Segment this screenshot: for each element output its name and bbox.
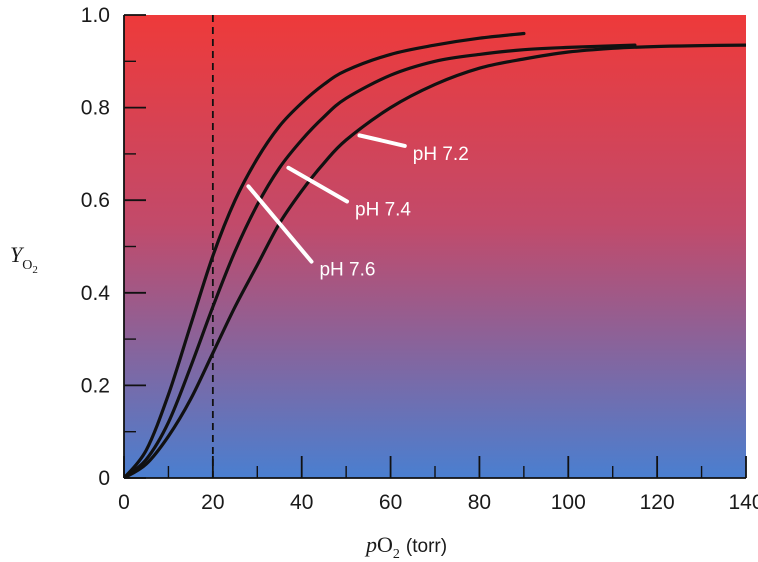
- x-axis-title-italic: p: [364, 532, 377, 557]
- curve-ph-7-4: [124, 43, 637, 478]
- curve-label-ph-7-6: pH 7.6: [319, 260, 375, 281]
- y-axis-title: YO2: [10, 242, 38, 276]
- leader-line-ph-7-2: [357, 133, 407, 148]
- curve-ph-7-6: [124, 31, 526, 478]
- x-axis-title-unit: (torr): [406, 536, 447, 557]
- curve-ph-7-2: [124, 43, 746, 478]
- leader-line-ph-7-4: [286, 165, 350, 204]
- curve-label-ph-7-2: pH 7.2: [413, 144, 469, 165]
- x-tick-label: 120: [640, 491, 675, 514]
- x-tick-label: 0: [118, 491, 130, 514]
- y-tick-label: 0.4: [81, 282, 111, 305]
- x-tick-label: 100: [551, 491, 586, 514]
- y-tick-label: 0: [98, 467, 110, 490]
- leader-line-ph-7-6: [246, 184, 314, 264]
- y-tick-label: 0.2: [81, 374, 110, 397]
- x-tick-label: 80: [468, 491, 491, 514]
- x-axis-title-sub: 2: [393, 547, 400, 562]
- x-tick-label: 40: [290, 491, 313, 514]
- y-tick-label: 0.6: [81, 189, 110, 212]
- plot-background: [124, 15, 746, 478]
- curve-label-ph-7-4: pH 7.4: [355, 199, 411, 220]
- x-tick-label: 20: [201, 491, 224, 514]
- y-tick-label: 0.8: [81, 97, 110, 120]
- x-axis-title: pO2 (torr): [364, 532, 447, 562]
- x-axis-title-main: O: [377, 532, 393, 557]
- y-axis-title-main: Y: [10, 242, 25, 267]
- y-tick-label: 1.0: [81, 4, 110, 27]
- x-tick-label: 60: [379, 491, 402, 514]
- x-tick-label: 140: [728, 491, 758, 514]
- y-axis-title-sub: O: [22, 258, 32, 273]
- y-axis-title-subsub: 2: [32, 264, 38, 276]
